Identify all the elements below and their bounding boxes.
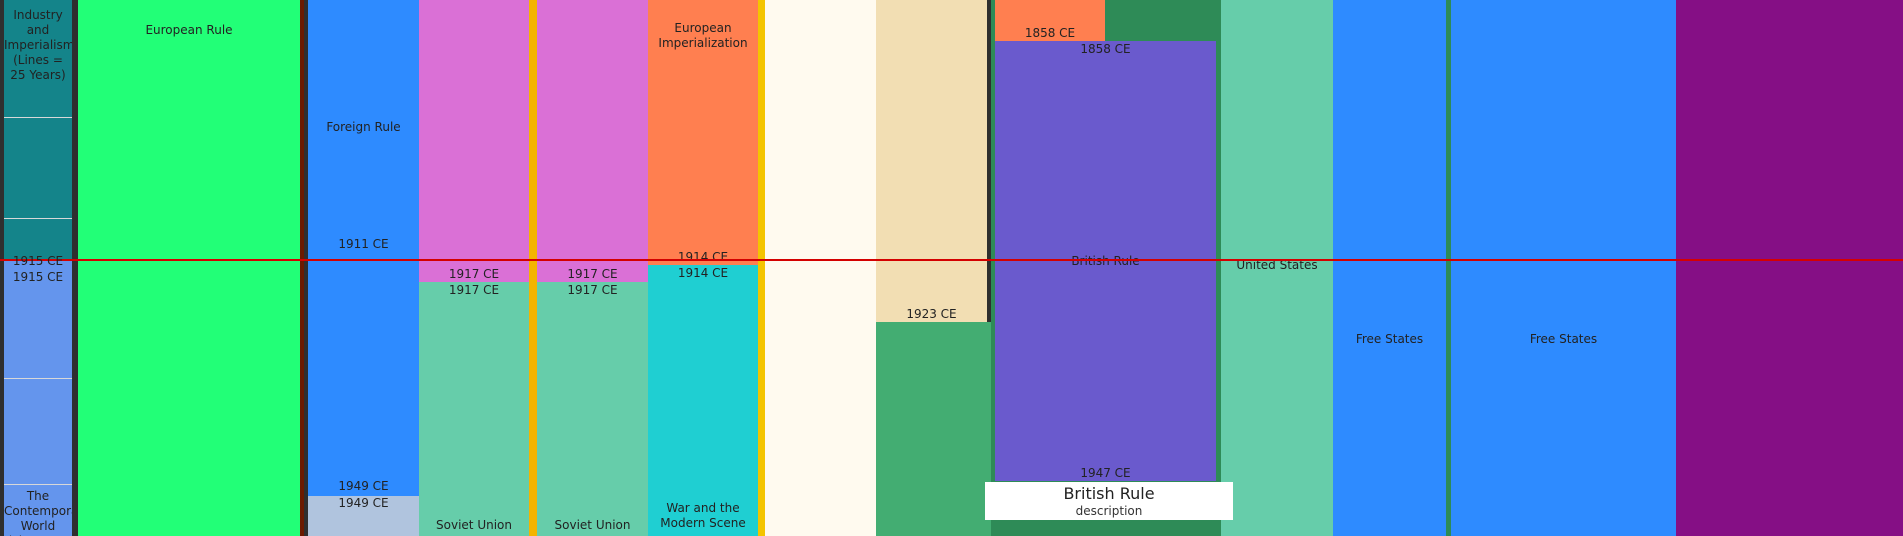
date-1858-bottom: 1858 CE bbox=[1080, 42, 1131, 56]
block-free-states-a[interactable]: Free States bbox=[1333, 0, 1446, 536]
era-contemporary-label: The Contemporary World (Lines = 1 bbox=[4, 489, 72, 536]
date-1917-bottom-b: 1917 CE bbox=[567, 283, 618, 297]
block-foreign-rule[interactable]: Foreign Rule 1911 CE 1949 CE bbox=[308, 0, 419, 496]
block-cornsilk[interactable] bbox=[765, 0, 876, 536]
date-1911: 1911 CE bbox=[338, 237, 389, 251]
era-divider bbox=[4, 218, 72, 219]
era-contemporary-block[interactable] bbox=[4, 261, 72, 536]
block-soviet-union-b-label: Soviet Union bbox=[554, 518, 631, 532]
block-british-rule-label: British Rule bbox=[1071, 254, 1140, 268]
block-united-states[interactable]: United States bbox=[1221, 0, 1333, 536]
era-divider bbox=[4, 378, 72, 379]
block-orchid-a[interactable]: 1917 CE bbox=[419, 0, 529, 282]
block-british-rule[interactable]: 1858 CE British Rule 1947 CE bbox=[995, 41, 1216, 481]
tooltip: British Rule description bbox=[985, 482, 1233, 520]
block-free-states-b-label: Free States bbox=[1529, 332, 1598, 346]
block-european-rule[interactable]: European Rule bbox=[78, 0, 300, 536]
date-1949-bottom: 1949 CE bbox=[338, 496, 389, 510]
block-sea-green[interactable] bbox=[876, 322, 991, 536]
block-european-rule-label: European Rule bbox=[145, 23, 233, 37]
block-foreign-rule-label: Foreign Rule bbox=[326, 120, 401, 134]
block-free-states-a-label: Free States bbox=[1355, 332, 1424, 346]
date-1949-top: 1949 CE bbox=[338, 479, 389, 493]
current-time-line bbox=[0, 259, 1903, 261]
block-soviet-union-a[interactable]: 1917 CE Soviet Union bbox=[419, 282, 529, 536]
block-soviet-union-a-label: Soviet Union bbox=[436, 518, 512, 532]
block-european-imperialization[interactable]: European Imperialization 1914 CE bbox=[648, 0, 758, 265]
separator bbox=[300, 0, 304, 536]
date-1914-bottom: 1914 CE bbox=[677, 266, 729, 280]
era-date-1915-top: 1915 CE bbox=[12, 254, 64, 268]
date-1917-top-a: 1917 CE bbox=[448, 267, 500, 281]
tooltip-title: British Rule bbox=[1063, 484, 1155, 503]
date-1917-bottom-a: 1917 CE bbox=[448, 283, 500, 297]
date-1858-top: 1858 CE bbox=[1024, 26, 1076, 40]
separator bbox=[529, 0, 537, 536]
era-divider bbox=[4, 117, 72, 118]
block-war-modern-scene-label: War and the Modern Scene bbox=[660, 501, 746, 530]
block-wheat[interactable]: 1923 CE bbox=[876, 0, 987, 322]
tooltip-description: description bbox=[1075, 504, 1143, 518]
block-united-states-label: United States bbox=[1236, 258, 1318, 272]
date-1914-top: 1914 CE bbox=[677, 250, 729, 264]
block-purple[interactable] bbox=[1676, 0, 1903, 536]
separator bbox=[758, 0, 765, 536]
era-divider bbox=[4, 484, 72, 485]
date-1947: 1947 CE bbox=[1080, 466, 1131, 480]
block-post-1949[interactable]: 1949 CE bbox=[308, 496, 419, 536]
date-1923: 1923 CE bbox=[906, 307, 957, 321]
block-european-imperialization-label: European Imperialization bbox=[658, 21, 748, 50]
separator bbox=[1446, 0, 1451, 536]
block-orchid-b[interactable]: 1917 CE bbox=[537, 0, 648, 282]
era-contemporary-label-wrap: The Contemporary World (Lines = 1 bbox=[4, 487, 72, 536]
block-free-states-b[interactable]: Free States bbox=[1451, 0, 1676, 536]
date-1917-top-b: 1917 CE bbox=[567, 267, 618, 281]
block-soviet-union-b[interactable]: 1917 CE Soviet Union bbox=[537, 282, 648, 536]
block-coral-1858[interactable]: 1858 CE bbox=[995, 0, 1105, 41]
era-industry-block[interactable]: Industry and Imperialism (Lines = 25 Yea… bbox=[4, 0, 72, 259]
era-industry-label: Industry and Imperialism (Lines = 25 Yea… bbox=[4, 8, 72, 82]
block-war-modern-scene[interactable]: 1914 CE War and the Modern Scene bbox=[648, 265, 758, 536]
era-date-1915-bottom: 1915 CE bbox=[12, 270, 64, 284]
